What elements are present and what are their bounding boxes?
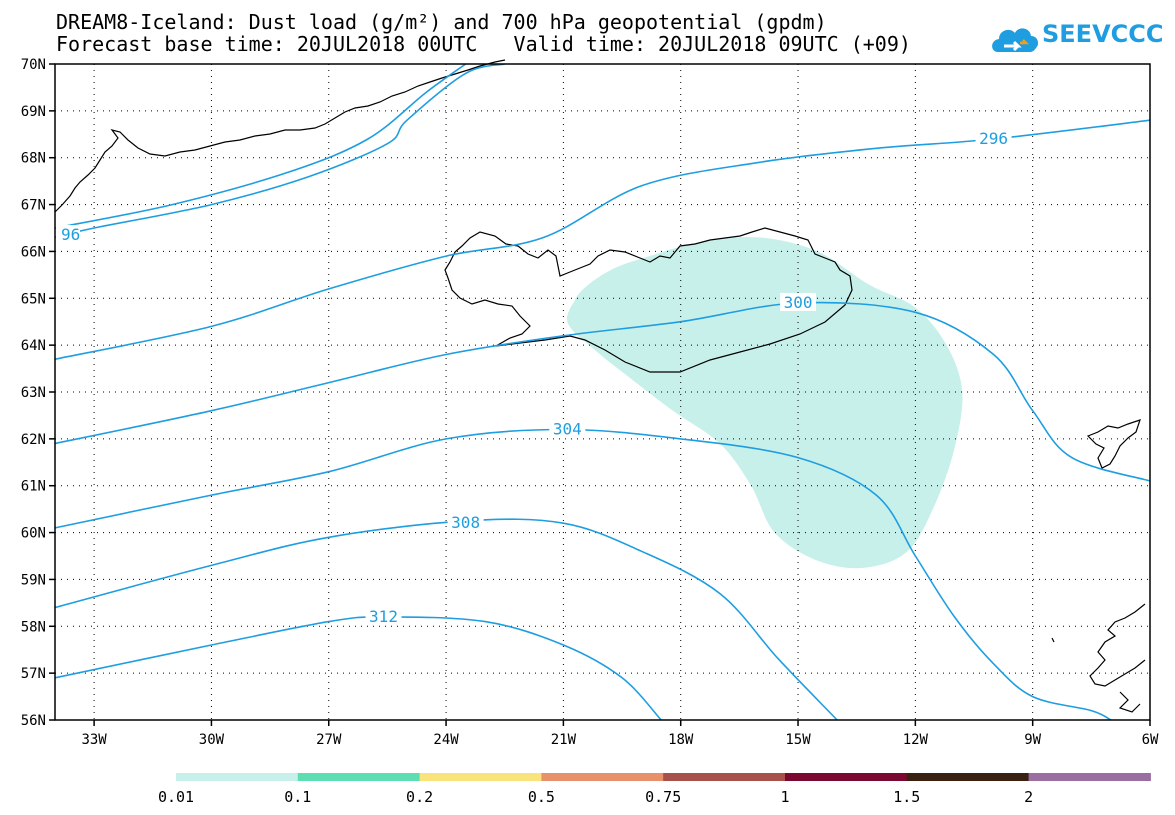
- contour-label-bg: [780, 292, 817, 311]
- legend-swatch: [663, 773, 786, 781]
- contour-label-edge: 96: [61, 225, 80, 244]
- legend-label: 0.1: [284, 788, 311, 806]
- contour-labels: 296 300 304 308 312 96: [56, 128, 1012, 626]
- lon-label: 6W: [1142, 732, 1159, 748]
- legend-swatch: [1028, 773, 1151, 781]
- legend-label: 1.5: [893, 788, 920, 806]
- greenland-coast: [54, 59, 506, 213]
- lat-label: 57N: [21, 666, 46, 682]
- lat-label: 60N: [21, 526, 46, 542]
- contour-line: [54, 518, 838, 721]
- lon-label: 18W: [668, 732, 694, 748]
- contour-label-bg: [549, 419, 586, 438]
- lat-label: 68N: [21, 151, 46, 167]
- contour-label-bg: [975, 128, 1012, 147]
- contour-line: [54, 616, 662, 721]
- legend: 0.01 0.1 0.2 0.5 0.75 1 1.5 2: [158, 773, 1151, 806]
- lat-labels: 70N 69N 68N 67N 66N 65N 64N 63N 62N 61N 60N 59N 58N 5…: [21, 57, 46, 729]
- dust-region: [566, 236, 963, 569]
- contour-label: 312: [369, 607, 398, 626]
- lat-label: 65N: [21, 291, 46, 307]
- legend-swatch: [906, 773, 1030, 781]
- geopotential-contours: [54, 63, 1151, 721]
- lat-label: 69N: [21, 104, 46, 120]
- lat-label: 67N: [21, 198, 46, 214]
- legend-label: 2: [1024, 788, 1033, 806]
- lon-label: 24W: [433, 732, 459, 748]
- lat-label: 66N: [21, 244, 46, 260]
- legend-label: 0.5: [528, 788, 555, 806]
- lon-label: 9W: [1024, 732, 1041, 748]
- lat-label: 61N: [21, 479, 46, 495]
- legend-label: 0.2: [406, 788, 433, 806]
- legend-swatch: [419, 773, 542, 781]
- logo-text: SEEVCCC: [1042, 20, 1164, 48]
- dust-area: [566, 236, 963, 569]
- lat-label: 64N: [21, 338, 46, 354]
- lat-label: 58N: [21, 619, 46, 635]
- contour-line: [54, 63, 505, 239]
- contour-line: [54, 428, 1112, 721]
- map-frame: [49, 63, 1151, 726]
- contour-line: [54, 63, 467, 229]
- contour-line: [54, 301, 1151, 482]
- iceland-coast: [444, 227, 853, 373]
- legend-swatch: [297, 773, 421, 781]
- legend-label: 1: [780, 788, 789, 806]
- contour-label-bg: [56, 225, 80, 244]
- contour-label-bg: [365, 606, 402, 625]
- contour-label-bg: [447, 513, 484, 532]
- map-title: DREAM8-Iceland: Dust load (g/m²) and 700…: [56, 10, 827, 34]
- lon-label: 15W: [785, 732, 811, 748]
- cloud-icon: [992, 28, 1039, 52]
- contour-label: 308: [451, 513, 480, 532]
- lon-labels: 33W 30W 27W 24W 21W 18W 15W 12W 9W 6W: [81, 732, 1159, 748]
- lon-label: 27W: [316, 732, 342, 748]
- faroe-coast: [1086, 419, 1141, 469]
- legend-label: 0.01: [158, 788, 194, 806]
- lat-label: 70N: [21, 57, 46, 73]
- scotland-coast: [1051, 603, 1146, 713]
- graticule: [55, 64, 1151, 720]
- lat-label: 59N: [21, 572, 46, 588]
- contour-label: 300: [784, 293, 813, 312]
- legend-swatch: [176, 773, 299, 781]
- contour-label: 296: [979, 129, 1008, 148]
- lon-label: 33W: [81, 732, 107, 748]
- legend-swatch: [785, 773, 908, 781]
- contour-line: [54, 119, 1151, 360]
- lat-label: 56N: [21, 713, 46, 729]
- lon-label: 21W: [551, 732, 577, 748]
- coastlines: [54, 59, 1146, 713]
- lat-label: 63N: [21, 385, 46, 401]
- legend-swatch: [541, 773, 664, 781]
- contour-label: 304: [553, 419, 582, 438]
- lon-label: 12W: [903, 732, 929, 748]
- lon-label: 30W: [199, 732, 225, 748]
- legend-label: 0.75: [645, 788, 681, 806]
- lat-label: 62N: [21, 432, 46, 448]
- map-subtitle: Forecast base time: 20JUL2018 00UTC Vali…: [56, 32, 911, 56]
